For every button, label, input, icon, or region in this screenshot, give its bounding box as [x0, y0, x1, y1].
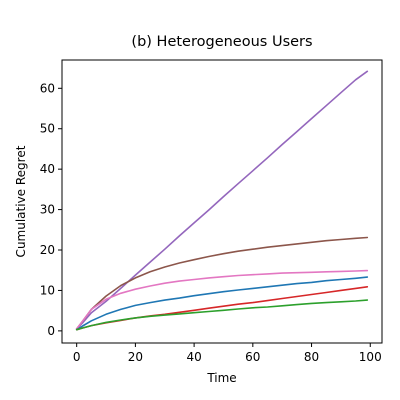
x-axis-label: Time [206, 371, 236, 385]
series-line-2 [75, 236, 369, 330]
series-line-6 [75, 299, 369, 331]
x-tick-label: 0 [73, 350, 81, 364]
y-tick-label: 10 [40, 283, 55, 297]
x-tick-label: 100 [359, 350, 382, 364]
series-line-3 [75, 269, 369, 330]
y-tick-label: 40 [40, 162, 55, 176]
chart-title: (b) Heterogeneous Users [131, 34, 312, 50]
y-tick-label: 30 [40, 203, 55, 217]
y-tick-label: 20 [40, 243, 55, 257]
y-tick-label: 0 [47, 324, 55, 338]
series-layer [75, 70, 369, 331]
x-tick-label: 40 [186, 350, 201, 364]
axis-layer: 0 20 40 60 80 100 0 10 20 30 40 50 60 [40, 81, 382, 364]
series-line-4 [75, 276, 369, 331]
x-tick-label: 80 [304, 350, 319, 364]
series-line-1 [75, 70, 369, 330]
plot-frame [61, 59, 383, 344]
y-tick-label: 50 [40, 122, 55, 136]
x-tick-label: 20 [128, 350, 143, 364]
y-axis-label: Cumulative Regret [14, 145, 28, 257]
y-tick-label: 60 [40, 81, 55, 95]
x-tick-label: 60 [245, 350, 260, 364]
